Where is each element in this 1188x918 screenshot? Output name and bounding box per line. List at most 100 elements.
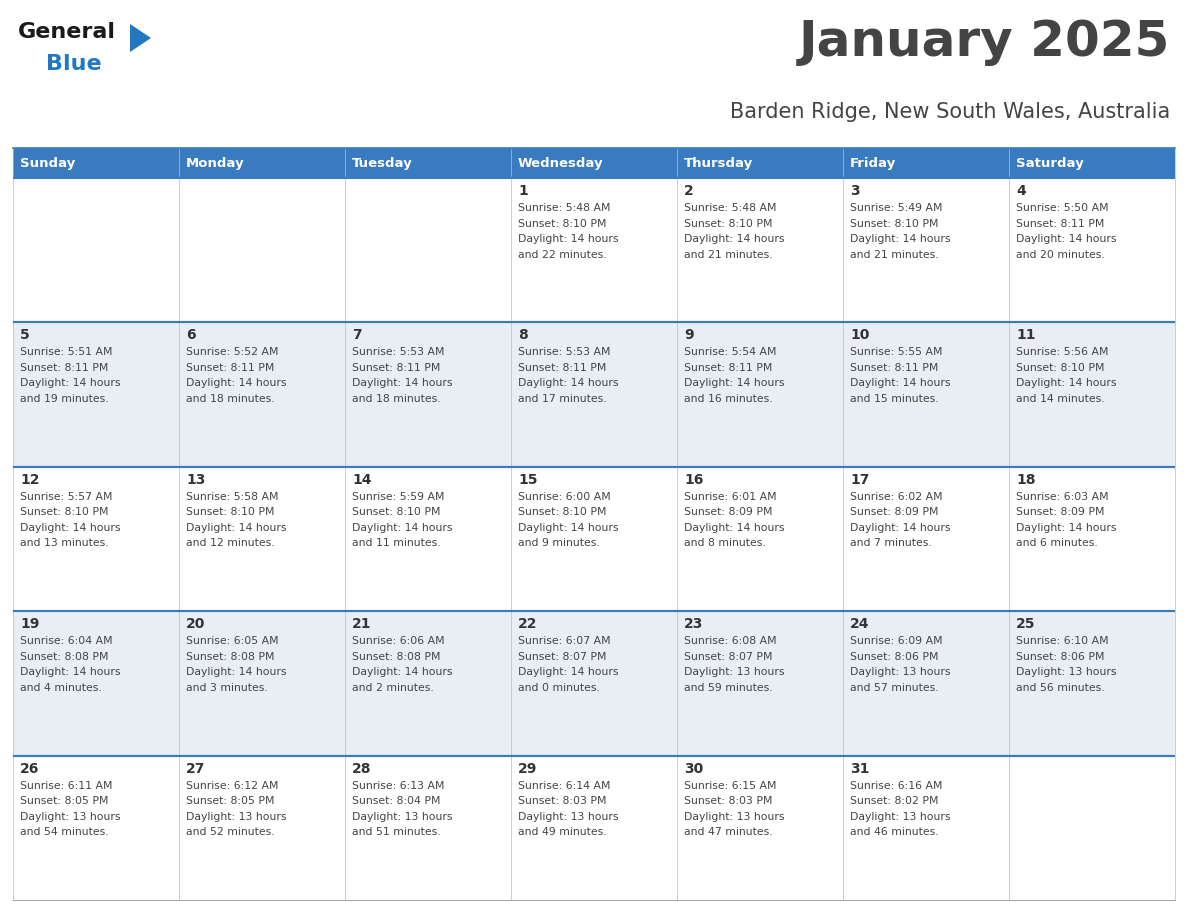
- Text: and 21 minutes.: and 21 minutes.: [684, 250, 772, 260]
- Text: Sunrise: 6:05 AM: Sunrise: 6:05 AM: [187, 636, 279, 646]
- Text: Sunrise: 5:49 AM: Sunrise: 5:49 AM: [849, 203, 942, 213]
- Bar: [677, 756, 843, 900]
- Text: Blue: Blue: [46, 54, 102, 74]
- Text: Sunrise: 5:53 AM: Sunrise: 5:53 AM: [518, 347, 611, 357]
- Text: Sunset: 8:09 PM: Sunset: 8:09 PM: [1016, 508, 1105, 518]
- Text: Sunset: 8:10 PM: Sunset: 8:10 PM: [20, 508, 108, 518]
- Text: Sunrise: 5:48 AM: Sunrise: 5:48 AM: [518, 203, 611, 213]
- Text: Sunrise: 5:53 AM: Sunrise: 5:53 AM: [352, 347, 444, 357]
- Bar: [1009, 611, 1175, 756]
- Text: Sunset: 8:05 PM: Sunset: 8:05 PM: [187, 796, 274, 806]
- Text: 2: 2: [684, 184, 694, 198]
- Text: Sunset: 8:11 PM: Sunset: 8:11 PM: [518, 363, 606, 373]
- Text: and 11 minutes.: and 11 minutes.: [352, 538, 441, 548]
- Text: 16: 16: [684, 473, 703, 487]
- Text: and 15 minutes.: and 15 minutes.: [849, 394, 939, 404]
- Text: Daylight: 14 hours: Daylight: 14 hours: [849, 234, 950, 244]
- Text: Sunrise: 6:06 AM: Sunrise: 6:06 AM: [352, 636, 444, 646]
- Text: and 22 minutes.: and 22 minutes.: [518, 250, 607, 260]
- Text: General: General: [18, 22, 116, 42]
- Text: Barden Ridge, New South Wales, Australia: Barden Ridge, New South Wales, Australia: [729, 102, 1170, 122]
- Text: Sunrise: 6:09 AM: Sunrise: 6:09 AM: [849, 636, 942, 646]
- Text: 28: 28: [352, 762, 372, 776]
- Bar: [179, 178, 345, 322]
- Text: Sunset: 8:11 PM: Sunset: 8:11 PM: [352, 363, 441, 373]
- Text: Sunrise: 6:04 AM: Sunrise: 6:04 AM: [20, 636, 113, 646]
- Text: Sunset: 8:10 PM: Sunset: 8:10 PM: [518, 508, 607, 518]
- Text: Sunrise: 6:00 AM: Sunrise: 6:00 AM: [518, 492, 611, 502]
- Text: Daylight: 14 hours: Daylight: 14 hours: [20, 378, 120, 388]
- Text: Daylight: 13 hours: Daylight: 13 hours: [849, 812, 950, 822]
- Text: 6: 6: [187, 329, 196, 342]
- Text: Daylight: 13 hours: Daylight: 13 hours: [684, 812, 784, 822]
- Polygon shape: [129, 24, 151, 52]
- Bar: [345, 178, 511, 322]
- Text: Daylight: 14 hours: Daylight: 14 hours: [518, 522, 619, 532]
- Bar: [179, 466, 345, 611]
- Text: and 16 minutes.: and 16 minutes.: [684, 394, 772, 404]
- Bar: [511, 322, 677, 466]
- Text: Sunrise: 6:12 AM: Sunrise: 6:12 AM: [187, 780, 278, 790]
- Text: Daylight: 13 hours: Daylight: 13 hours: [20, 812, 120, 822]
- Text: Sunset: 8:11 PM: Sunset: 8:11 PM: [684, 363, 772, 373]
- Text: and 57 minutes.: and 57 minutes.: [849, 683, 939, 693]
- Text: 30: 30: [684, 762, 703, 776]
- Text: 31: 31: [849, 762, 870, 776]
- Text: 14: 14: [352, 473, 372, 487]
- Bar: [1009, 756, 1175, 900]
- Text: and 47 minutes.: and 47 minutes.: [684, 827, 772, 837]
- Text: and 4 minutes.: and 4 minutes.: [20, 683, 102, 693]
- Text: 7: 7: [352, 329, 361, 342]
- Text: and 56 minutes.: and 56 minutes.: [1016, 683, 1105, 693]
- Text: and 21 minutes.: and 21 minutes.: [849, 250, 939, 260]
- Text: Daylight: 14 hours: Daylight: 14 hours: [20, 522, 120, 532]
- Text: 20: 20: [187, 617, 206, 632]
- Text: Daylight: 13 hours: Daylight: 13 hours: [187, 812, 286, 822]
- Text: Daylight: 14 hours: Daylight: 14 hours: [1016, 378, 1117, 388]
- Text: Sunset: 8:08 PM: Sunset: 8:08 PM: [187, 652, 274, 662]
- Text: 10: 10: [849, 329, 870, 342]
- Text: Sunrise: 5:59 AM: Sunrise: 5:59 AM: [352, 492, 444, 502]
- Text: 18: 18: [1016, 473, 1036, 487]
- Text: 23: 23: [684, 617, 703, 632]
- Text: and 17 minutes.: and 17 minutes.: [518, 394, 607, 404]
- Bar: [1009, 322, 1175, 466]
- Text: Sunset: 8:04 PM: Sunset: 8:04 PM: [352, 796, 441, 806]
- Text: Sunrise: 6:13 AM: Sunrise: 6:13 AM: [352, 780, 444, 790]
- Text: and 54 minutes.: and 54 minutes.: [20, 827, 108, 837]
- Text: Sunset: 8:03 PM: Sunset: 8:03 PM: [518, 796, 607, 806]
- Bar: [13, 322, 179, 466]
- Bar: [677, 466, 843, 611]
- Text: Sunrise: 6:01 AM: Sunrise: 6:01 AM: [684, 492, 777, 502]
- Bar: [843, 178, 1009, 322]
- Bar: [13, 466, 179, 611]
- Text: Sunset: 8:10 PM: Sunset: 8:10 PM: [849, 218, 939, 229]
- Bar: [179, 148, 345, 178]
- Text: Sunrise: 6:10 AM: Sunrise: 6:10 AM: [1016, 636, 1108, 646]
- Bar: [511, 148, 677, 178]
- Bar: [843, 611, 1009, 756]
- Text: Sunset: 8:11 PM: Sunset: 8:11 PM: [20, 363, 108, 373]
- Text: Saturday: Saturday: [1016, 156, 1083, 170]
- Text: 26: 26: [20, 762, 39, 776]
- Text: and 46 minutes.: and 46 minutes.: [849, 827, 939, 837]
- Text: 13: 13: [187, 473, 206, 487]
- Text: 24: 24: [849, 617, 870, 632]
- Bar: [345, 466, 511, 611]
- Text: Sunrise: 6:02 AM: Sunrise: 6:02 AM: [849, 492, 942, 502]
- Text: Sunset: 8:06 PM: Sunset: 8:06 PM: [1016, 652, 1105, 662]
- Text: Daylight: 14 hours: Daylight: 14 hours: [684, 378, 784, 388]
- Bar: [677, 611, 843, 756]
- Bar: [13, 611, 179, 756]
- Text: Daylight: 14 hours: Daylight: 14 hours: [187, 522, 286, 532]
- Text: Daylight: 14 hours: Daylight: 14 hours: [518, 667, 619, 677]
- Text: Sunset: 8:10 PM: Sunset: 8:10 PM: [1016, 363, 1105, 373]
- Bar: [13, 178, 179, 322]
- Bar: [179, 756, 345, 900]
- Bar: [843, 466, 1009, 611]
- Text: 11: 11: [1016, 329, 1036, 342]
- Text: Sunset: 8:08 PM: Sunset: 8:08 PM: [20, 652, 108, 662]
- Text: Daylight: 13 hours: Daylight: 13 hours: [352, 812, 453, 822]
- Bar: [1009, 466, 1175, 611]
- Text: Sunset: 8:10 PM: Sunset: 8:10 PM: [352, 508, 441, 518]
